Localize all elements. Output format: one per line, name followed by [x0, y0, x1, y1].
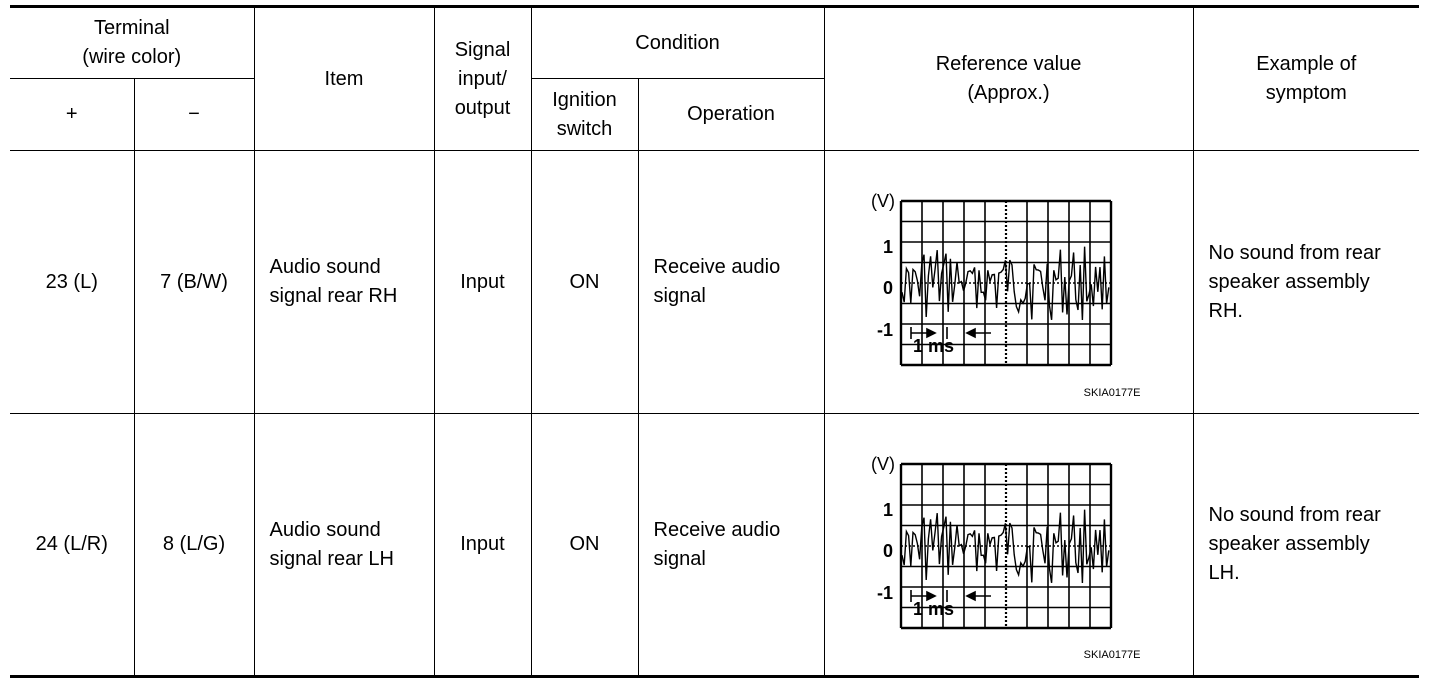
- time-division-label: 1 ms: [913, 336, 954, 356]
- scope-grid: [899, 462, 1112, 629]
- operation-cell: Receive audio signal: [637, 150, 825, 414]
- header-reference-value: Reference value (Approx.): [823, 5, 1194, 151]
- operation-cell: Receive audio signal: [637, 413, 825, 678]
- waveform-graph: (V) 1 0 -1 1 ms: [871, 191, 1112, 367]
- signal-io-cell: Input: [433, 150, 532, 414]
- item-cell: Audio sound signal rear LH: [253, 413, 435, 678]
- reference-value-cell: (V) 1 0 -1 1 ms SKIA0177E: [823, 413, 1194, 678]
- item-cell: Audio sound signal rear RH: [253, 150, 435, 414]
- time-span-marker: [909, 589, 991, 602]
- y-tick-label: 0: [883, 278, 893, 298]
- header-ignition-switch: Ignition switch: [530, 78, 639, 151]
- y-tick-label: -1: [877, 583, 893, 603]
- signal-trace: [900, 246, 1110, 321]
- ignition-cell: ON: [530, 150, 639, 414]
- terminal-plus: 24 (L/R): [10, 413, 135, 678]
- header-item: Item: [253, 5, 435, 151]
- terminal-minus: 8 (L/G): [133, 413, 255, 678]
- time-span-marker: [909, 327, 991, 339]
- y-tick-label: -1: [877, 320, 893, 340]
- header-condition: Condition: [530, 5, 825, 79]
- header-plus: +: [10, 78, 135, 151]
- table-row: 23 (L) 7 (B/W) Audio sound signal rear R…: [10, 150, 1420, 414]
- figure-code: SKIA0177E: [1083, 387, 1141, 399]
- terminal-spec-table: Terminal (wire color) Item Signal input/…: [10, 5, 1420, 678]
- time-division-label: 1 ms: [913, 599, 954, 619]
- header-terminal: Terminal (wire color): [10, 5, 255, 79]
- header-minus: −: [133, 78, 255, 151]
- volt-unit-label: (V): [871, 191, 895, 211]
- header-signal-io: Signal input/ output: [433, 5, 532, 151]
- header-operation: Operation: [637, 78, 825, 151]
- volt-unit-label: (V): [871, 454, 895, 474]
- y-tick-label: 1: [883, 237, 893, 257]
- terminal-minus: 7 (B/W): [133, 150, 255, 414]
- signal-io-cell: Input: [433, 413, 532, 678]
- y-tick-label: 0: [883, 541, 893, 561]
- terminal-plus: 23 (L): [10, 150, 135, 414]
- waveform-graph: (V) 1 0 -1 1 ms: [871, 454, 1112, 629]
- reference-value-cell: (V) 1 0 -1 1 ms SKIA0177E: [823, 150, 1194, 414]
- ignition-cell: ON: [530, 413, 639, 678]
- figure-code: SKIA0177E: [1083, 649, 1141, 661]
- table-row: 24 (L/R) 8 (L/G) Audio sound signal rear…: [10, 413, 1420, 678]
- signal-trace: [900, 509, 1110, 583]
- symptom-cell: No sound from rear speaker assembly LH.: [1192, 413, 1420, 678]
- y-tick-label: 1: [883, 500, 893, 520]
- symptom-cell: No sound from rear speaker assembly RH.: [1192, 150, 1420, 414]
- header-symptom: Example of symptom: [1192, 5, 1420, 151]
